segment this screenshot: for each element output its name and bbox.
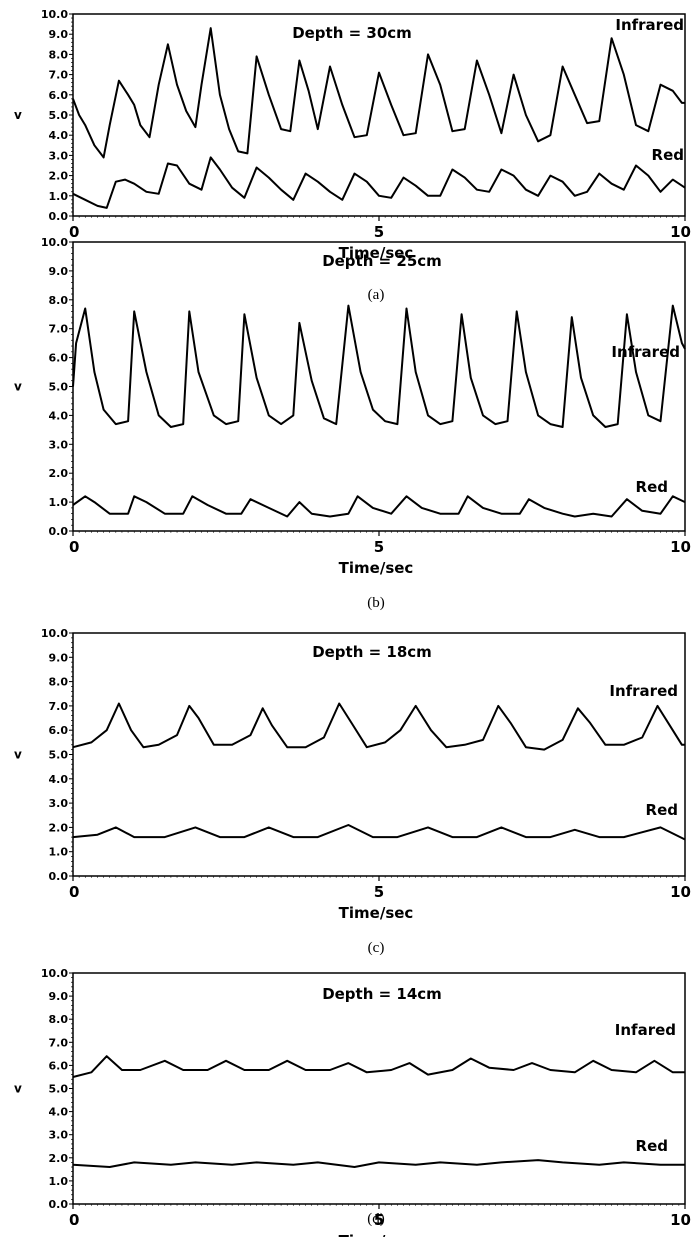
y-tick-label: 9.0 xyxy=(49,265,69,278)
series-line-red xyxy=(72,156,686,209)
plot-frame xyxy=(72,13,686,217)
y-tick-label: 1.0 xyxy=(49,846,69,859)
depth-annotation: Depth = 18cm xyxy=(312,643,432,661)
plot-frame xyxy=(72,632,686,877)
y-tick-label: 1.0 xyxy=(49,190,69,203)
series-label-red: Red xyxy=(636,1137,668,1155)
y-axis-label: v xyxy=(14,1082,22,1096)
y-tick-label: 1.0 xyxy=(49,1175,69,1188)
y-tick-label: 4.0 xyxy=(49,129,69,142)
y-tick-label: 6.0 xyxy=(49,352,69,365)
x-tick-label: 10 xyxy=(670,883,691,901)
y-tick-label: 0.0 xyxy=(49,525,69,538)
y-tick-label: 6.0 xyxy=(49,1059,69,1072)
panel-caption: (b) xyxy=(367,595,385,611)
chart-panel-c: 0.0 1.0 2.0 3.0 4.0 5.0 6.0 7.0 8.0 9.0 10.0 0 5 10 v T… xyxy=(14,627,691,956)
series-label-infrared: Infrared xyxy=(611,343,680,361)
panel-caption: (a) xyxy=(368,287,385,303)
y-tick-label: 9.0 xyxy=(49,28,69,41)
y-tick-label: 10.0 xyxy=(41,236,68,249)
series-label-red: Red xyxy=(646,801,678,819)
x-tick-label: 10 xyxy=(670,223,691,241)
x-tick-label: 5 xyxy=(374,883,384,901)
x-tick-label: 0 xyxy=(69,223,79,241)
y-tick-label: 9.0 xyxy=(49,651,69,664)
y-tick-label: 5.0 xyxy=(49,749,69,762)
x-tick-label: 10 xyxy=(670,538,691,556)
series-label-infared: Infared xyxy=(615,1021,676,1039)
y-tick-label: 6.0 xyxy=(49,89,69,102)
x-tick-label: 0 xyxy=(69,538,79,556)
y-tick-label: 5.0 xyxy=(49,381,69,394)
y-axis-label: v xyxy=(14,748,22,762)
y-tick-label: 10.0 xyxy=(41,8,68,21)
y-tick-label: 8.0 xyxy=(49,1013,69,1026)
chart-panel-b: 0.0 1.0 2.0 3.0 4.0 5.0 6.0 7.0 8.0 9.0 10.0 0 5 10 v T… xyxy=(14,236,691,611)
y-tick-label: 5.0 xyxy=(49,1083,69,1096)
series-line-red xyxy=(72,1159,685,1168)
y-tick-label: 3.0 xyxy=(49,1129,69,1142)
x-axis-label: Time/sec xyxy=(339,1232,414,1237)
y-tick-label: 4.0 xyxy=(49,1106,69,1119)
chart-panel-d: 0.0 1.0 2.0 3.0 4.0 5.0 6.0 7.0 8.0 9.0 10.0 0 5 10 v T… xyxy=(14,967,691,1237)
chart-panel-a: 0.01.02.03.04.05.06.07.08.09.010.00 5 10vT… xyxy=(14,8,691,303)
series-line-infared xyxy=(72,1055,685,1078)
y-tick-label: 10.0 xyxy=(41,627,68,640)
plot-frame xyxy=(72,241,686,532)
y-tick-label: 2.0 xyxy=(49,170,69,183)
y-axis-label: v xyxy=(14,108,22,122)
x-axis-label: Time/sec xyxy=(339,904,414,922)
depth-annotation: Depth = 14cm xyxy=(322,985,442,1003)
y-tick-label: 2.0 xyxy=(49,467,69,480)
x-tick-label: 0 xyxy=(69,883,79,901)
y-tick-label: 8.0 xyxy=(49,294,69,307)
depth-annotation: Depth = 30cm xyxy=(292,24,412,42)
x-axis-label: Time/sec xyxy=(339,559,414,577)
x-tick-label: 0 xyxy=(69,1211,79,1229)
series-line-red xyxy=(72,495,686,518)
series-label-red: Red xyxy=(636,478,668,496)
y-tick-label: 2.0 xyxy=(49,821,69,834)
y-tick-label: 3.0 xyxy=(49,797,69,810)
panel-caption: (c) xyxy=(368,940,385,956)
y-tick-label: 8.0 xyxy=(49,676,69,689)
x-axis-label: Time/sec xyxy=(339,244,414,262)
panel-caption: (d) xyxy=(367,1211,385,1227)
series-line-infrared xyxy=(72,702,685,751)
series-label-infrared: Infrared xyxy=(615,16,684,34)
y-tick-label: 3.0 xyxy=(49,438,69,451)
y-tick-label: 2.0 xyxy=(49,1152,69,1165)
y-axis-label: v xyxy=(14,380,22,394)
y-tick-label: 8.0 xyxy=(49,48,69,61)
series-line-red xyxy=(72,824,686,841)
y-tick-label: 5.0 xyxy=(49,109,69,122)
y-tick-label: 7.0 xyxy=(49,1036,69,1049)
series-line-infrared xyxy=(72,27,685,159)
y-tick-label: 0.0 xyxy=(49,1198,69,1211)
x-tick-label: 5 xyxy=(374,538,384,556)
x-tick-label: 5 xyxy=(374,1211,384,1229)
y-tick-label: 4.0 xyxy=(49,773,69,786)
y-tick-label: 7.0 xyxy=(49,323,69,336)
y-tick-label: 3.0 xyxy=(49,149,69,162)
plot-frame xyxy=(72,972,686,1205)
y-tick-label: 0.0 xyxy=(49,870,69,883)
depth-annotation: Depth = 25cm xyxy=(322,252,442,270)
y-tick-label: 10.0 xyxy=(41,967,68,980)
y-tick-label: 7.0 xyxy=(49,69,69,82)
y-tick-label: 1.0 xyxy=(49,496,69,509)
series-label-red: Red xyxy=(652,146,684,164)
series-label-infrared: Infrared xyxy=(609,682,678,700)
y-tick-label: 0.0 xyxy=(49,210,69,223)
y-tick-label: 7.0 xyxy=(49,700,69,713)
y-tick-label: 4.0 xyxy=(49,409,69,422)
x-tick-label: 10 xyxy=(670,1211,691,1229)
x-tick-label: 5 xyxy=(374,223,384,241)
series-line-infrared xyxy=(72,304,686,428)
y-tick-label: 9.0 xyxy=(49,990,69,1003)
y-tick-label: 6.0 xyxy=(49,724,69,737)
